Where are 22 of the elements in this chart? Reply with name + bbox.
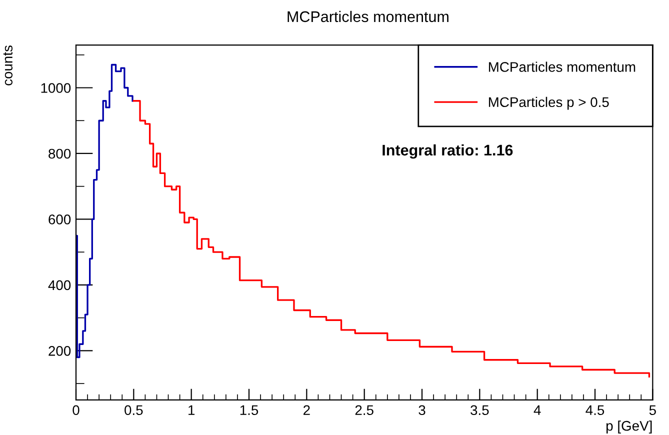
- x-tick-label: 3.5: [470, 405, 489, 416]
- y-axis-title: counts: [3, 46, 12, 86]
- legend-label: MCParticles p > 0.5: [488, 96, 609, 110]
- x-tick-label: 2: [304, 405, 310, 415]
- x-tick-label: 2.5: [355, 405, 374, 416]
- y-tick-label: 800: [48, 148, 71, 159]
- x-tick-label: 1: [188, 405, 195, 415]
- y-tick-label: 200: [48, 346, 71, 356]
- chart-title: MCParticles momentum: [288, 10, 448, 22]
- legend-label: MCParticles momentum: [488, 62, 636, 72]
- x-tick-label: 0: [72, 405, 80, 416]
- x-axis-title: p [GeV]: [606, 420, 652, 434]
- x-tick-label: 1.5: [240, 405, 258, 416]
- x-tick-label: 4: [534, 405, 541, 415]
- x-tick-label: 3: [418, 405, 426, 416]
- x-tick-label: 4.5: [586, 405, 604, 416]
- x-tick-label: 5: [649, 405, 656, 416]
- y-tick-label: 600: [48, 214, 71, 224]
- y-tick-label: 400: [48, 280, 71, 290]
- annotation: Integral ratio: 1.16: [382, 144, 513, 159]
- x-tick-label: 0.5: [124, 405, 143, 416]
- y-tick-label: 1000: [41, 83, 71, 93]
